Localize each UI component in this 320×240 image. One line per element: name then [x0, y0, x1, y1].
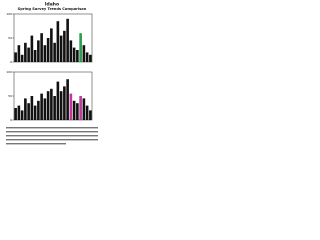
bar — [14, 108, 17, 120]
bar — [56, 81, 60, 120]
bar — [40, 93, 43, 120]
figure-title: Idaho — [45, 2, 59, 8]
bar — [20, 54, 24, 62]
bar — [50, 28, 53, 62]
bar — [33, 50, 37, 62]
bar — [17, 45, 21, 62]
bar — [20, 110, 24, 120]
bar — [85, 52, 89, 62]
bar — [53, 96, 56, 120]
bar — [33, 105, 37, 120]
bar — [72, 100, 76, 120]
bar — [56, 21, 60, 62]
bar — [82, 98, 86, 120]
bar — [27, 103, 30, 120]
bar — [43, 45, 47, 62]
bar — [79, 33, 82, 62]
bar — [66, 18, 69, 62]
bar — [79, 96, 82, 120]
y-tick-label: 100 — [6, 70, 12, 74]
bar — [43, 98, 47, 120]
y-tick-label: 50 — [8, 36, 12, 40]
bar — [59, 35, 63, 62]
bar — [14, 52, 17, 62]
bar — [53, 42, 56, 62]
bar — [37, 40, 40, 62]
bar — [30, 96, 34, 120]
bar — [72, 47, 76, 62]
y-tick-label: 0 — [10, 60, 12, 64]
bar — [40, 33, 43, 62]
y-tick-label: 50 — [8, 94, 12, 98]
bar — [24, 98, 27, 120]
bar — [63, 86, 66, 120]
caption — [6, 127, 98, 145]
figure-subtitle: Spring Survey Trends Comparison — [18, 7, 87, 11]
y-tick-label: 100 — [6, 12, 12, 16]
bar — [82, 45, 86, 62]
bar — [66, 79, 69, 120]
bar — [37, 100, 40, 120]
bar — [76, 103, 79, 120]
figure: Idaho Spring Survey Trends Comparison 0 5… — [6, 2, 98, 145]
bar — [17, 105, 21, 120]
y-tick-label: 0 — [10, 118, 12, 122]
bar — [89, 54, 92, 62]
bar — [89, 110, 92, 120]
bar — [69, 93, 73, 120]
bar — [46, 91, 50, 120]
bar — [46, 38, 50, 62]
bar — [69, 40, 73, 62]
bar — [24, 42, 27, 62]
bar — [50, 88, 53, 120]
bar — [27, 47, 30, 62]
page: Idaho Spring Survey Trends Comparison 0 5… — [0, 0, 104, 150]
bar — [85, 105, 89, 120]
bar — [30, 35, 34, 62]
bar — [76, 50, 79, 62]
bar — [63, 30, 66, 62]
bar — [59, 91, 63, 120]
